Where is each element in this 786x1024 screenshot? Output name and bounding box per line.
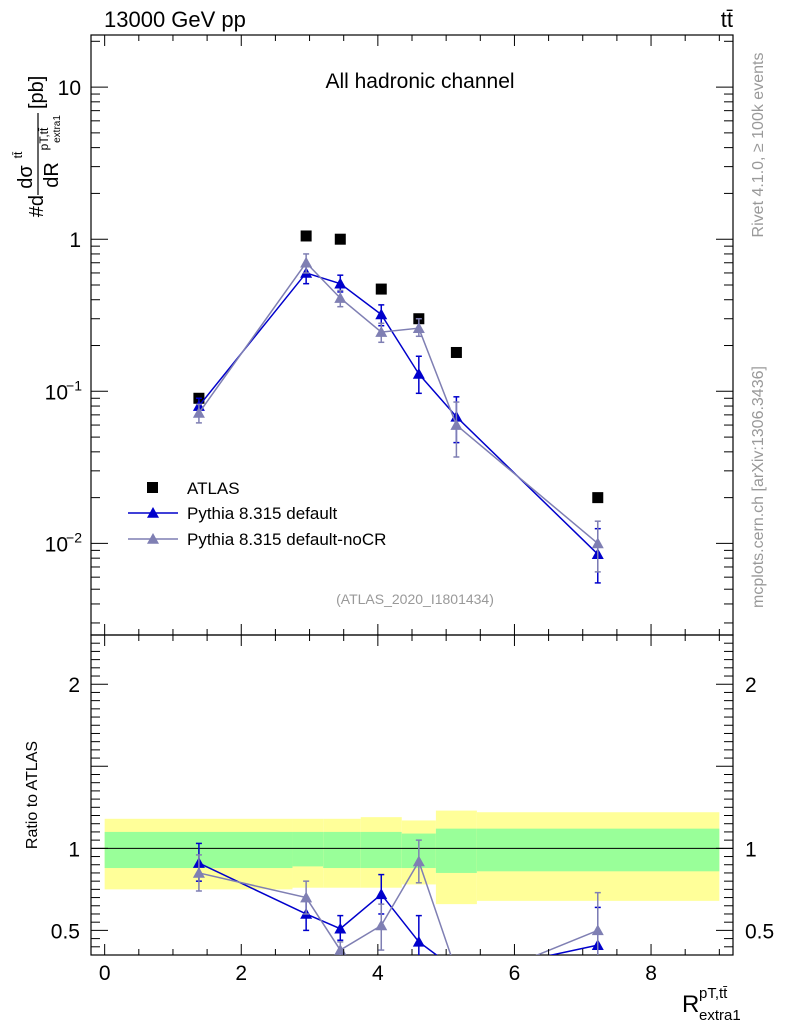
data-point bbox=[300, 256, 313, 268]
data-point bbox=[450, 965, 462, 976]
main-panel: All hadronic channel (ATLAS_2020_I180143… bbox=[11, 34, 734, 636]
series-line bbox=[198, 261, 599, 544]
data-point bbox=[300, 891, 313, 903]
x-tick-label: 4 bbox=[372, 962, 384, 985]
legend-label: Pythia 8.315 default bbox=[187, 504, 338, 523]
y-label-denominator-sub: extra1 bbox=[52, 115, 63, 143]
series-atlas bbox=[193, 230, 604, 504]
y-tick-label-exponent: −2 bbox=[66, 529, 82, 545]
data-point bbox=[450, 419, 463, 430]
data-point bbox=[375, 308, 388, 320]
data-point bbox=[334, 944, 347, 955]
y-tick-label: 2 bbox=[68, 674, 80, 697]
data-point bbox=[334, 922, 347, 934]
series-line bbox=[198, 859, 599, 955]
band-green-3 bbox=[360, 831, 402, 869]
mcplots-label: mcplots.cern.ch [arXiv:1306.3436] bbox=[750, 366, 767, 608]
data-point bbox=[412, 935, 425, 947]
legend-entry: Pythia 8.315 default-noCR bbox=[128, 530, 386, 549]
data-point bbox=[375, 888, 388, 900]
y-tick-label-right: 2 bbox=[745, 674, 757, 697]
series-line bbox=[198, 862, 598, 955]
x-tick-label: 6 bbox=[509, 962, 521, 985]
x-label-sub: extra1 bbox=[699, 1007, 741, 1024]
x-label-sup: pT,tt̄ bbox=[699, 985, 728, 1002]
band-green-6 bbox=[476, 828, 720, 872]
legend-label: Pythia 8.315 default-noCR bbox=[187, 530, 386, 549]
data-point bbox=[192, 407, 205, 418]
data-point bbox=[412, 367, 425, 379]
y-label-numerator-sup: tt̄ bbox=[11, 151, 25, 158]
legend-entry: ATLAS bbox=[147, 479, 240, 498]
main-y-axis-label: #d dσ tt̄ dR pT,tt̄ extra1 [pb] bbox=[11, 76, 63, 218]
channel-title: All hadronic channel bbox=[325, 70, 514, 93]
y-label-group: #d dσ tt̄ dR pT,tt̄ extra1 [pb] bbox=[11, 76, 63, 218]
y-label-denominator-sup: pT,tt̄ bbox=[37, 127, 51, 150]
data-point bbox=[375, 919, 388, 931]
y-tick-label: 0.5 bbox=[51, 920, 80, 943]
data-point bbox=[334, 277, 347, 289]
data-point bbox=[592, 492, 604, 504]
analysis-watermark: (ATLAS_2020_I1801434) bbox=[336, 591, 494, 607]
data-point bbox=[591, 537, 604, 549]
band-green-5 bbox=[435, 828, 477, 873]
uncertainty-bands bbox=[104, 810, 720, 905]
y-tick-label: 10−2 bbox=[45, 529, 83, 556]
band-green-2 bbox=[323, 831, 361, 869]
band-green-1 bbox=[292, 831, 324, 867]
data-point bbox=[412, 855, 425, 867]
data-point bbox=[450, 964, 462, 975]
series-pythia-8-315-default-nocr bbox=[192, 253, 604, 573]
y-tick-label-right: 0.5 bbox=[745, 920, 774, 943]
legend-marker bbox=[147, 507, 159, 518]
process-label: tt̄ bbox=[721, 7, 733, 32]
y-tick-label-right: 1 bbox=[745, 838, 757, 861]
x-tick-label: 8 bbox=[645, 962, 657, 985]
y-tick-label: 10−1 bbox=[45, 377, 83, 404]
legend: ATLAS Pythia 8.315 default Pythia 8.315 de… bbox=[128, 479, 386, 549]
ratio-y-ticks: 0.5 0.5 1 1 2 2 bbox=[51, 634, 774, 956]
y-tick-label-exponent: −1 bbox=[66, 377, 82, 393]
data-point bbox=[412, 322, 425, 333]
ratio-frame bbox=[90, 634, 734, 956]
x-ticks: 0 2 4 6 8 bbox=[99, 35, 720, 985]
data-point bbox=[334, 292, 347, 303]
x-tick-label: 0 bbox=[99, 962, 111, 985]
x-label-base: R bbox=[682, 991, 699, 1018]
legend-label: ATLAS bbox=[187, 479, 240, 498]
y-tick-label: 10 bbox=[58, 77, 81, 100]
y-tick-label-base: 10 bbox=[45, 381, 68, 404]
y-label-prefix: #d bbox=[26, 195, 48, 217]
ratio-y-axis-label: Ratio to ATLAS bbox=[24, 741, 41, 849]
legend-marker bbox=[147, 533, 159, 544]
ratio-series-pythia-8-315-default-nocr bbox=[192, 839, 604, 976]
y-tick-label: 1 bbox=[69, 229, 81, 252]
rivet-label: Rivet 4.1.0, ≥ 100k events bbox=[750, 53, 767, 238]
data-point bbox=[375, 326, 388, 337]
y-tick-label: 1 bbox=[68, 838, 80, 861]
data-point bbox=[591, 924, 604, 936]
data-point bbox=[450, 346, 462, 358]
legend-marker bbox=[147, 482, 158, 493]
x-tick-label: 2 bbox=[235, 962, 247, 985]
data-point bbox=[300, 230, 312, 242]
y-tick-label-base: 10 bbox=[45, 533, 68, 556]
data-point bbox=[375, 283, 387, 295]
data-point bbox=[334, 233, 346, 245]
energy-label: 13000 GeV pp bbox=[104, 7, 246, 32]
y-label-numerator: dσ bbox=[15, 165, 37, 189]
y-label-denominator: dR bbox=[41, 162, 63, 188]
data-point bbox=[192, 866, 205, 878]
legend-entry: Pythia 8.315 default bbox=[128, 504, 338, 523]
y-label-unit: [pb] bbox=[26, 76, 48, 109]
